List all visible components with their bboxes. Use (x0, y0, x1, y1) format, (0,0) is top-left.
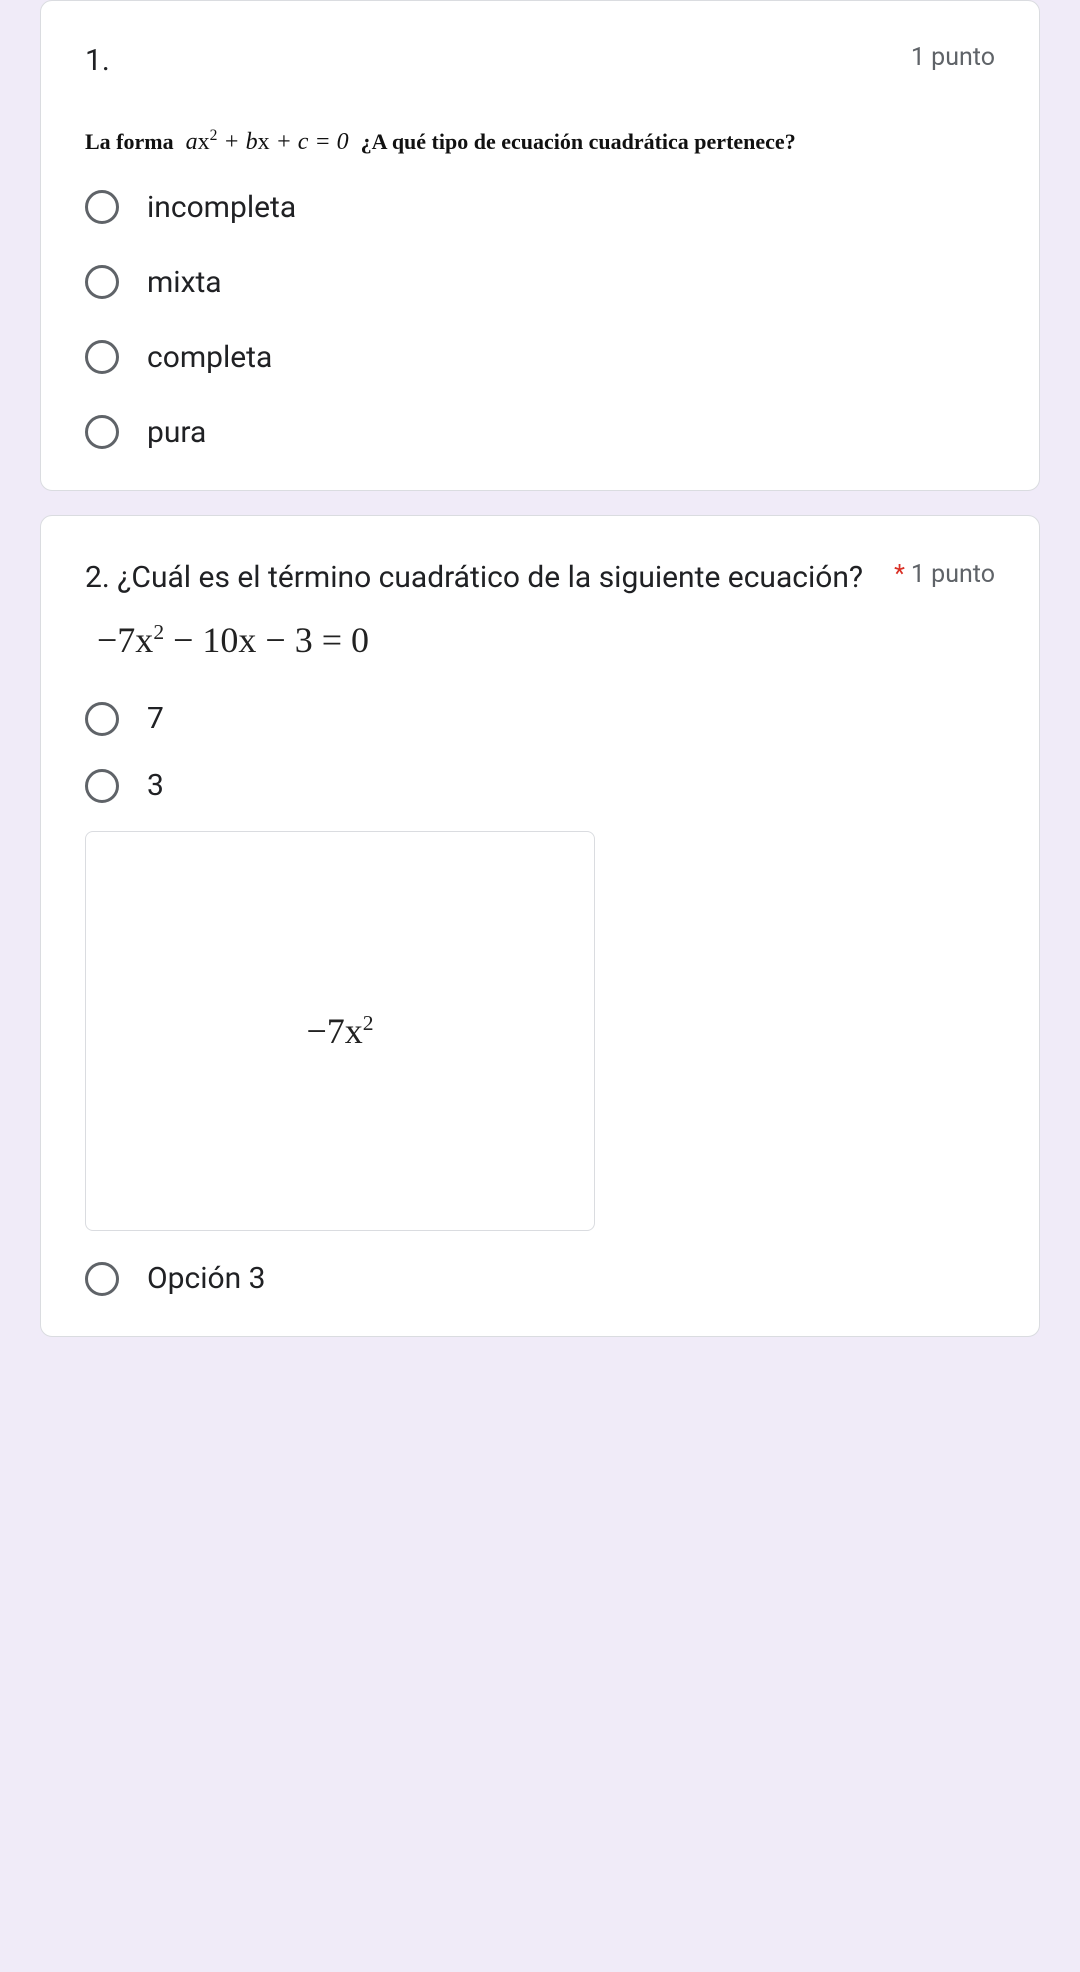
radio-icon (85, 769, 119, 803)
points-text: 1 punto (911, 560, 995, 589)
option-label: incompleta (147, 190, 296, 225)
options-list-bottom: Opción 3 (85, 1261, 995, 1296)
options-list: 7 3 (85, 701, 995, 803)
question-header: 1. 1 punto (85, 39, 995, 83)
radio-icon (85, 702, 119, 736)
question-equation: −7x2 − 10x − 3 = 0 (97, 619, 995, 661)
option-7[interactable]: 7 (85, 701, 995, 736)
options-list: incompleta mixta completa pura (85, 190, 995, 450)
question-title: 2. ¿Cuál es el término cuadrático de la … (85, 556, 874, 600)
radio-icon (85, 190, 119, 224)
option-label: Opción 3 (147, 1261, 265, 1296)
prompt-math: ax2 + bx + c = 0 (186, 127, 349, 156)
option-incompleta[interactable]: incompleta (85, 190, 995, 225)
question-points: *1 punto (894, 556, 995, 589)
question-points: 1 punto (911, 39, 995, 72)
question-header: 2. ¿Cuál es el término cuadrático de la … (85, 556, 995, 600)
prompt-lead: La forma (85, 129, 174, 155)
option-label: pura (147, 415, 206, 450)
radio-icon (85, 415, 119, 449)
prompt-tail: ¿A qué tipo de ecuación cuadrática perte… (361, 129, 796, 155)
radio-icon (85, 265, 119, 299)
required-asterisk: * (894, 560, 905, 589)
question-card-1: 1. 1 punto La forma ax2 + bx + c = 0 ¿A … (40, 0, 1040, 491)
option-opcion-3[interactable]: Opción 3 (85, 1261, 995, 1296)
option-image-box[interactable]: −7x2 (85, 831, 595, 1231)
option-label: completa (147, 340, 272, 375)
question-number: 1. (85, 39, 891, 83)
option-image-math: −7x2 (306, 1010, 373, 1052)
question-prompt: La forma ax2 + bx + c = 0 ¿A qué tipo de… (85, 127, 995, 156)
option-label: 7 (147, 701, 164, 736)
question-card-2: 2. ¿Cuál es el término cuadrático de la … (40, 515, 1040, 1338)
option-3[interactable]: 3 (85, 768, 995, 803)
radio-icon (85, 340, 119, 374)
option-completa[interactable]: completa (85, 340, 995, 375)
option-label: 3 (147, 768, 164, 803)
option-label: mixta (147, 265, 222, 300)
option-mixta[interactable]: mixta (85, 265, 995, 300)
radio-icon (85, 1262, 119, 1296)
option-pura[interactable]: pura (85, 415, 995, 450)
